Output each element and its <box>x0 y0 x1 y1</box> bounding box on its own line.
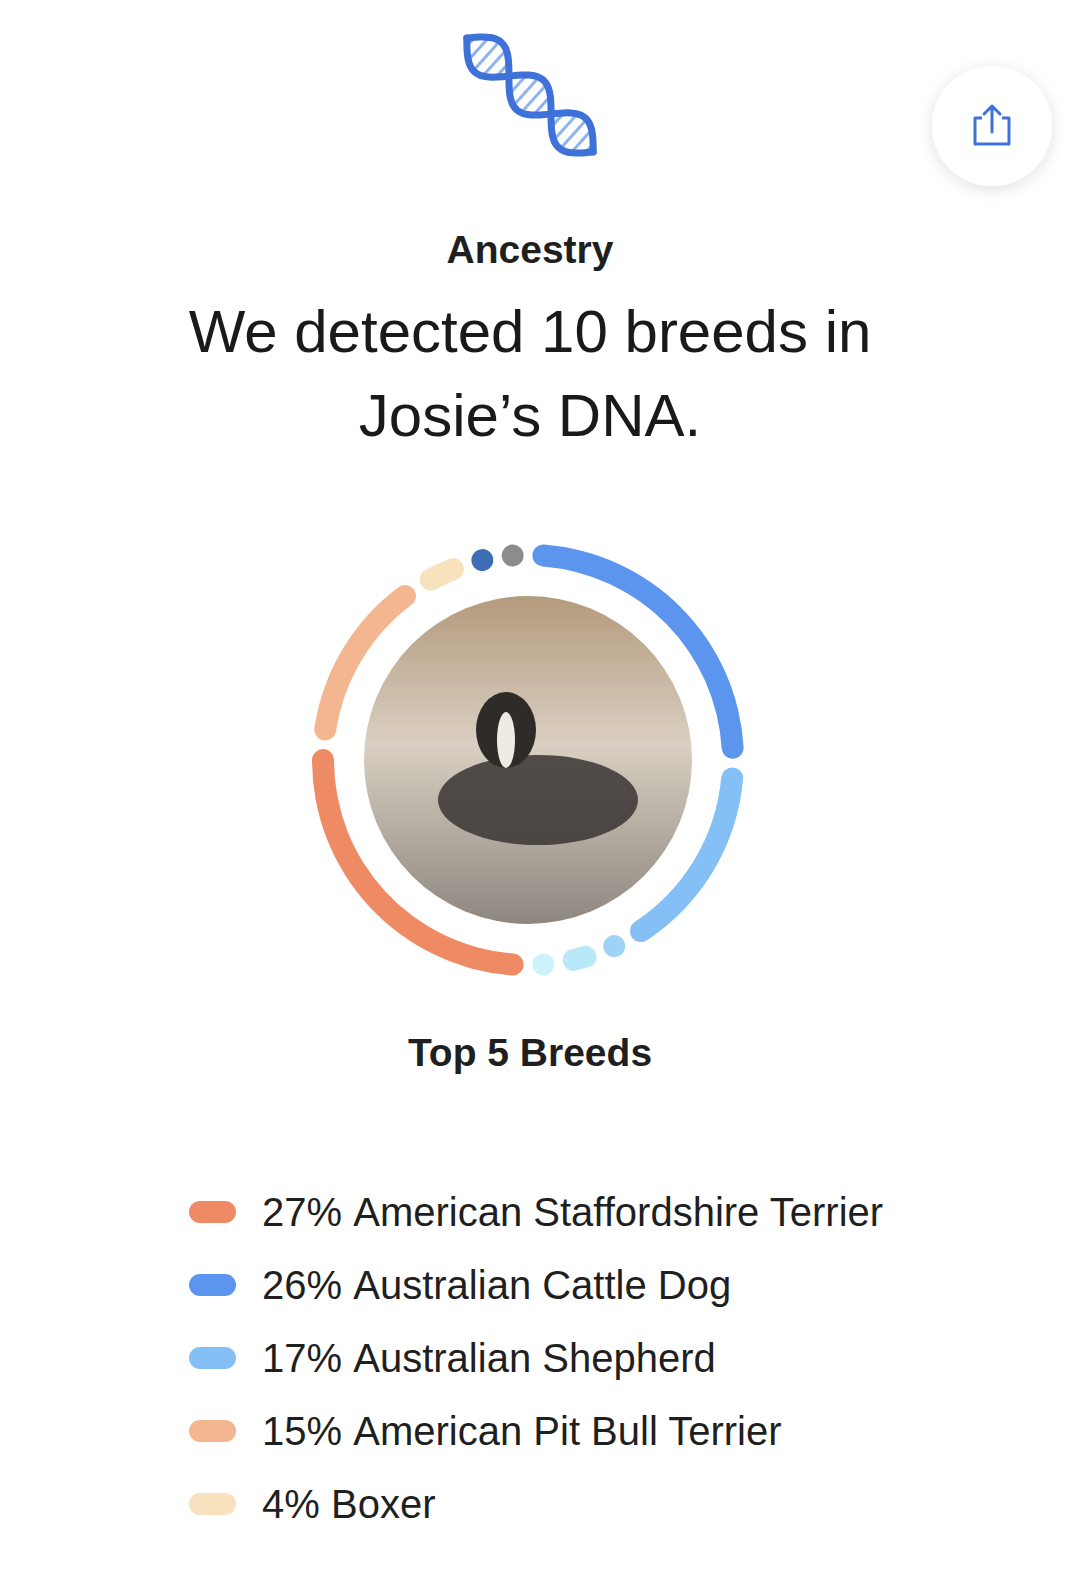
legend-name: Australian Shepherd <box>353 1336 715 1380</box>
legend-name: American Pit Bull Terrier <box>353 1409 781 1453</box>
photo-dog-body <box>438 755 638 845</box>
donut-slice <box>563 946 597 971</box>
share-button[interactable] <box>932 66 1052 186</box>
donut-slice <box>471 549 493 571</box>
legend-swatch <box>189 1201 236 1223</box>
dna-rung <box>554 114 578 140</box>
legend-value: 15% <box>262 1409 342 1453</box>
dna-icon <box>454 23 607 166</box>
legend-label: 27%American Staffordshire Terrier <box>262 1190 883 1234</box>
legend-row: 27%American Staffordshire Terrier <box>189 1190 883 1234</box>
donut-slice <box>532 953 554 975</box>
legend-label: 15%American Pit Bull Terrier <box>262 1409 782 1453</box>
legend-swatch <box>189 1420 236 1442</box>
legend-row: 17%Australian Shepherd <box>189 1336 716 1380</box>
photo-dog-head <box>476 692 536 768</box>
share-button-bg[interactable] <box>932 66 1052 186</box>
legend-swatch <box>189 1347 236 1369</box>
donut-slice <box>502 545 524 567</box>
legend: 27%American Staffordshire Terrier26%Aust… <box>189 1190 883 1526</box>
legend-label: 17%Australian Shepherd <box>262 1336 716 1380</box>
dna-rung <box>513 77 539 105</box>
legend-name: Boxer <box>331 1482 436 1526</box>
page: Ancestry We detected 10 breeds in Josie’s … <box>0 0 1080 1584</box>
donut-slice <box>603 935 625 957</box>
legend-row: 4%Boxer <box>189 1482 436 1526</box>
photo-dog-blaze <box>497 712 515 768</box>
legend-value: 4% <box>262 1482 320 1526</box>
legend-value: 26% <box>262 1263 342 1307</box>
donut-slice <box>420 558 464 590</box>
dna-rung <box>473 41 500 71</box>
dna-rung <box>483 50 507 76</box>
section-title: Ancestry <box>447 228 614 271</box>
legend-label: 26%Australian Cattle Dog <box>262 1263 731 1307</box>
legend-title: Top 5 Breeds <box>408 1031 652 1074</box>
legend-swatch <box>189 1493 236 1515</box>
legend-name: Australian Cattle Dog <box>353 1263 731 1307</box>
heading: Josie’s DNA. <box>359 382 701 449</box>
legend-value: 17% <box>262 1336 342 1380</box>
legend-name: American Staffordshire Terrier <box>353 1190 883 1234</box>
photo <box>364 596 692 924</box>
share-icon-arrow[interactable] <box>984 106 1000 132</box>
legend-label: 4%Boxer <box>262 1482 436 1526</box>
photo-bg <box>364 596 692 924</box>
legend-row: 15%American Pit Bull Terrier <box>189 1409 782 1453</box>
dna-strand <box>454 23 607 166</box>
legend-value: 27% <box>262 1190 342 1234</box>
heading: We detected 10 breeds in <box>189 298 872 365</box>
donut <box>312 545 744 976</box>
dna-strand <box>454 23 607 166</box>
dna-rung <box>521 84 547 112</box>
legend-row: 26%Australian Cattle Dog <box>189 1263 731 1307</box>
legend-swatch <box>189 1274 236 1296</box>
dna-rung <box>560 119 587 149</box>
